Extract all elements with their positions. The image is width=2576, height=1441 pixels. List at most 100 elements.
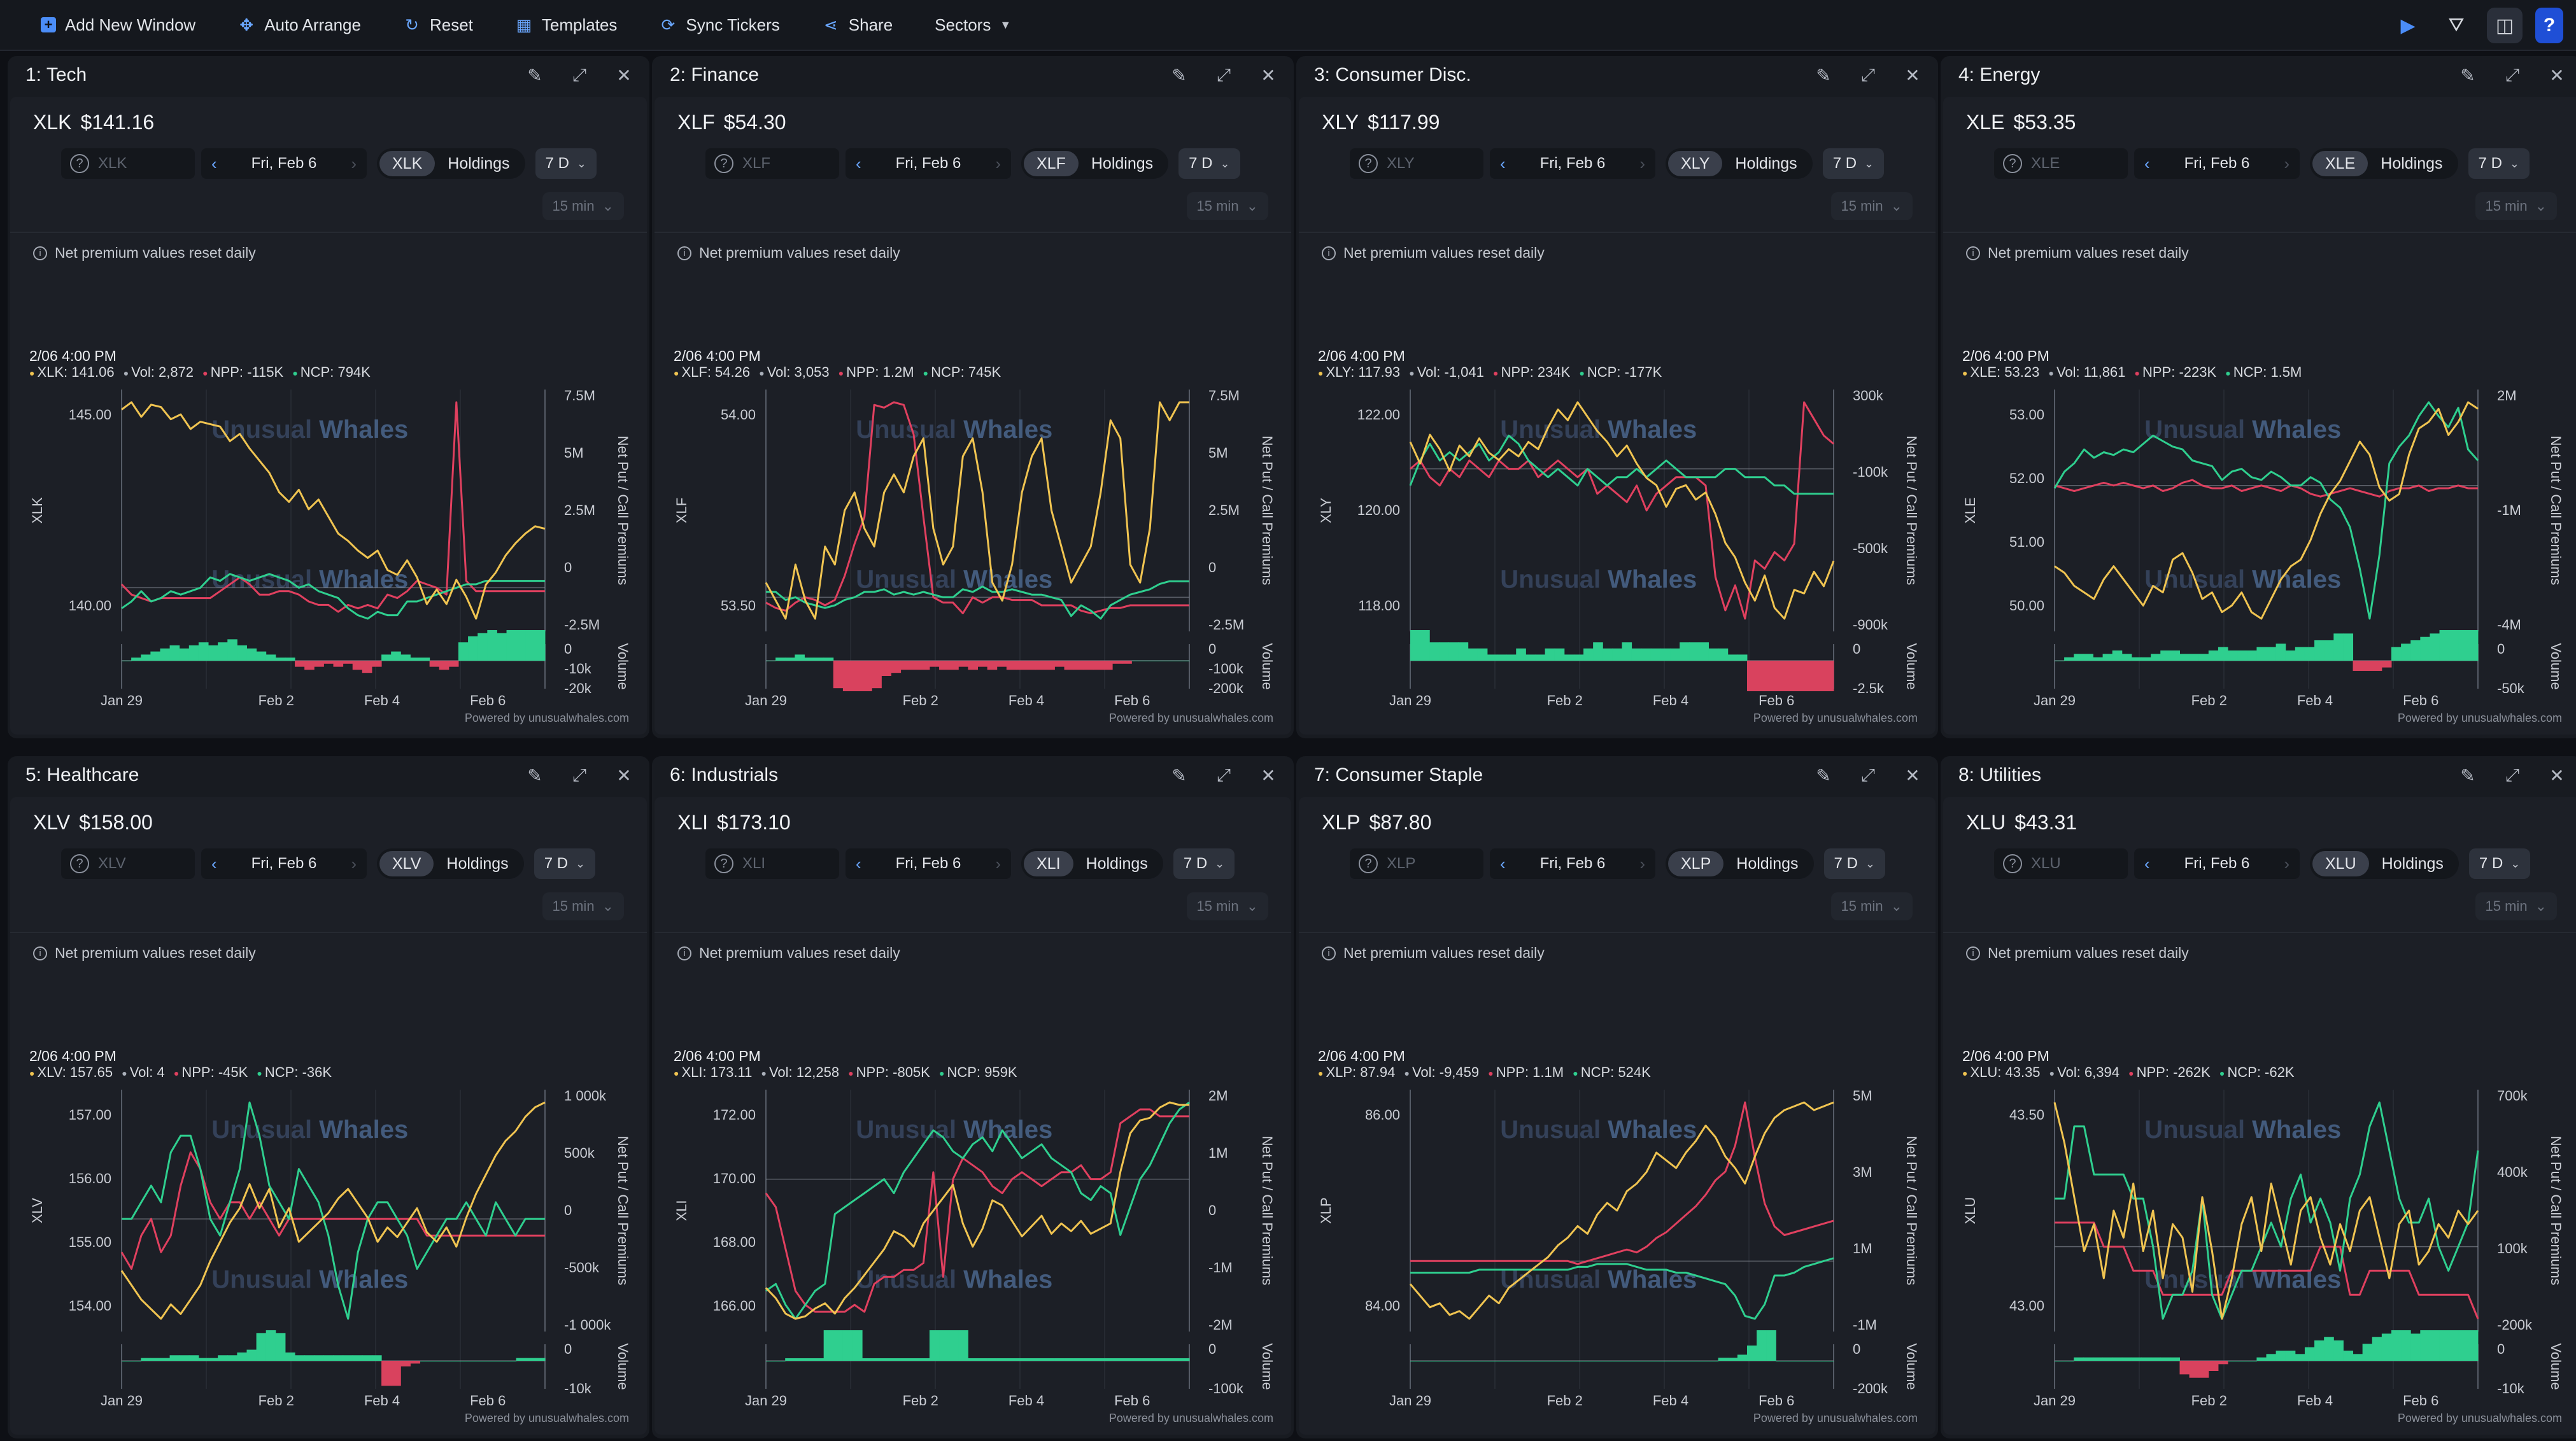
window-header[interactable]: 2: Finance ✎ ⤢ ✕ <box>652 56 1294 94</box>
expand-icon[interactable]: ⤢ <box>1216 64 1231 85</box>
edit-icon[interactable]: ✎ <box>2460 765 2475 785</box>
window-header[interactable]: 1: Tech ✎ ⤢ ✕ <box>8 56 649 94</box>
range-dropdown[interactable]: 7 D ⌄ <box>1173 848 1235 879</box>
chevron-right-icon[interactable]: › <box>351 153 357 173</box>
interval-dropdown[interactable]: 15 min ⌄ <box>1830 892 1913 920</box>
chevron-left-icon[interactable]: ‹ <box>856 854 861 873</box>
close-icon[interactable]: ✕ <box>616 65 632 85</box>
holdings-tab[interactable]: Holdings <box>1091 155 1154 172</box>
interval-dropdown[interactable]: 15 min ⌄ <box>1186 892 1268 920</box>
close-icon[interactable]: ✕ <box>2549 765 2565 785</box>
reset-button[interactable]: ↻ Reset <box>388 7 488 43</box>
ticker-view-tab[interactable]: XLK <box>379 151 435 176</box>
sync-tickers-button[interactable]: ⟳ Sync Tickers <box>644 7 795 43</box>
expand-icon[interactable]: ⤢ <box>572 64 587 85</box>
edit-icon[interactable]: ✎ <box>1171 765 1187 785</box>
range-dropdown[interactable]: 7 D ⌄ <box>2468 848 2531 879</box>
edit-icon[interactable]: ✎ <box>527 765 542 785</box>
help-icon[interactable]: ? <box>2535 8 2563 43</box>
close-icon[interactable]: ✕ <box>1905 65 1920 85</box>
date-picker[interactable]: ‹ Fri, Feb 6 › <box>2134 148 2300 179</box>
range-dropdown[interactable]: 7 D ⌄ <box>535 148 597 179</box>
ticker-search-input[interactable] <box>98 155 187 172</box>
ticker-search-input[interactable] <box>1387 855 1476 873</box>
interval-dropdown[interactable]: 15 min ⌄ <box>542 892 624 920</box>
expand-icon[interactable]: ⤢ <box>1860 764 1876 785</box>
templates-button[interactable]: ▦ Templates <box>500 7 633 43</box>
chevron-left-icon[interactable]: ‹ <box>856 153 861 173</box>
date-picker[interactable]: ‹ Fri, Feb 6 › <box>846 148 1011 179</box>
ticker-search-input[interactable] <box>98 855 187 873</box>
ticker-search-input[interactable] <box>1387 155 1476 172</box>
window-header[interactable]: 4: Energy ✎ ⤢ ✕ <box>1941 56 2576 94</box>
date-picker[interactable]: ‹ Fri, Feb 6 › <box>201 148 367 179</box>
edit-icon[interactable]: ✎ <box>1816 765 1831 785</box>
holdings-tab[interactable]: Holdings <box>1735 155 1797 172</box>
chevron-left-icon[interactable]: ‹ <box>2144 854 2150 873</box>
price-premium-chart[interactable]: Unusual Whales Unusual Whales 122.00 120.00… <box>1299 377 1936 708</box>
range-dropdown[interactable]: 7 D ⌄ <box>1822 148 1885 179</box>
ticker-search-input[interactable] <box>2031 855 2120 873</box>
interval-dropdown[interactable]: 15 min ⌄ <box>1830 192 1913 220</box>
chevron-right-icon[interactable]: › <box>2284 153 2289 173</box>
ticker-search-input[interactable] <box>742 155 832 172</box>
price-premium-chart[interactable]: Unusual Whales Unusual Whales 172.00 170.00… <box>655 1077 1291 1408</box>
edit-icon[interactable]: ✎ <box>1816 65 1831 85</box>
sectors-dropdown[interactable]: Sectors ▼ <box>919 7 1026 43</box>
auto-arrange-button[interactable]: ✥ Auto Arrange <box>222 7 376 43</box>
ticker-view-tab[interactable]: XLE <box>2312 151 2368 176</box>
price-premium-chart[interactable]: Unusual Whales Unusual Whales 157.00 156.00… <box>10 1077 647 1408</box>
ticker-view-tab[interactable]: XLV <box>379 851 434 876</box>
interval-dropdown[interactable]: 15 min ⌄ <box>2475 892 2557 920</box>
close-icon[interactable]: ✕ <box>2549 65 2565 85</box>
chevron-right-icon[interactable]: › <box>1639 854 1645 873</box>
range-dropdown[interactable]: 7 D ⌄ <box>1178 148 1240 179</box>
ticker-view-tab[interactable]: XLI <box>1024 851 1073 876</box>
expand-icon[interactable]: ⤢ <box>2505 64 2520 85</box>
chevron-right-icon[interactable]: › <box>351 854 357 873</box>
date-picker[interactable]: ‹ Fri, Feb 6 › <box>1490 848 1655 879</box>
expand-icon[interactable]: ⤢ <box>1860 64 1876 85</box>
close-icon[interactable]: ✕ <box>616 765 632 785</box>
close-icon[interactable]: ✕ <box>1905 765 1920 785</box>
ticker-view-tab[interactable]: XLY <box>1668 151 1723 176</box>
window-header[interactable]: 7: Consumer Staple ✎ ⤢ ✕ <box>1296 756 1938 794</box>
chevron-left-icon[interactable]: ‹ <box>1500 854 1506 873</box>
expand-icon[interactable]: ⤢ <box>2505 764 2520 785</box>
date-picker[interactable]: ‹ Fri, Feb 6 › <box>201 848 367 879</box>
window-header[interactable]: 3: Consumer Disc. ✎ ⤢ ✕ <box>1296 56 1938 94</box>
holdings-tab[interactable]: Holdings <box>2381 855 2444 873</box>
edit-icon[interactable]: ✎ <box>527 65 542 85</box>
chevron-right-icon[interactable]: › <box>995 153 1001 173</box>
edit-icon[interactable]: ✎ <box>2460 65 2475 85</box>
date-picker[interactable]: ‹ Fri, Feb 6 › <box>846 848 1011 879</box>
date-picker[interactable]: ‹ Fri, Feb 6 › <box>1490 148 1655 179</box>
range-dropdown[interactable]: 7 D ⌄ <box>2468 148 2530 179</box>
chevron-left-icon[interactable]: ‹ <box>1500 153 1506 173</box>
edit-icon[interactable]: ✎ <box>1171 65 1187 85</box>
chevron-left-icon[interactable]: ‹ <box>211 854 217 873</box>
ticker-view-tab[interactable]: XLP <box>1668 851 1724 876</box>
range-dropdown[interactable]: 7 D ⌄ <box>534 848 596 879</box>
holdings-tab[interactable]: Holdings <box>446 855 509 873</box>
interval-dropdown[interactable]: 15 min ⌄ <box>2475 192 2557 220</box>
play-icon[interactable]: ▶ <box>2400 15 2416 36</box>
window-header[interactable]: 6: Industrials ✎ ⤢ ✕ <box>652 756 1294 794</box>
filter-icon[interactable]: ⛛ <box>2448 15 2465 36</box>
interval-dropdown[interactable]: 15 min ⌄ <box>542 192 624 220</box>
expand-icon[interactable]: ⤢ <box>572 764 587 785</box>
chevron-right-icon[interactable]: › <box>995 854 1001 873</box>
ticker-search-input[interactable] <box>742 855 832 873</box>
range-dropdown[interactable]: 7 D ⌄ <box>1823 848 1885 879</box>
window-header[interactable]: 8: Utilities ✎ ⤢ ✕ <box>1941 756 2576 794</box>
close-icon[interactable]: ✕ <box>1261 65 1276 85</box>
ticker-view-tab[interactable]: XLU <box>2312 851 2369 876</box>
layout-icon[interactable]: ◫ <box>2487 8 2523 43</box>
price-premium-chart[interactable]: Unusual Whales Unusual Whales 145.00 140.00… <box>10 377 647 708</box>
expand-icon[interactable]: ⤢ <box>1216 764 1231 785</box>
holdings-tab[interactable]: Holdings <box>448 155 510 172</box>
chevron-left-icon[interactable]: ‹ <box>2144 153 2150 173</box>
